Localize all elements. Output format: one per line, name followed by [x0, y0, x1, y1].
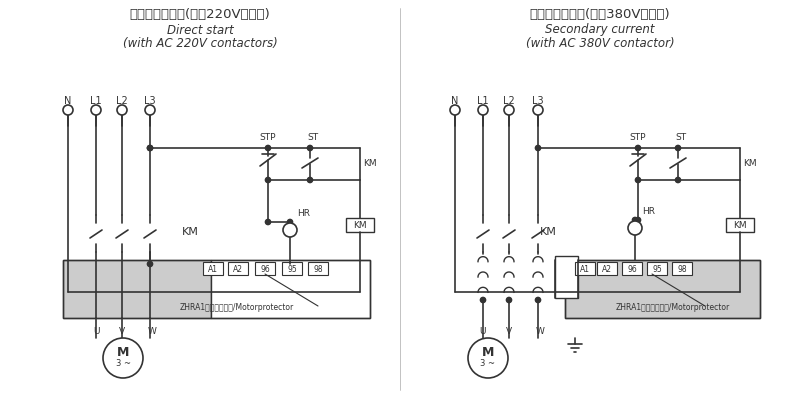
Bar — [672, 262, 692, 275]
Text: HR: HR — [298, 209, 310, 219]
Bar — [282, 262, 302, 275]
Text: L1: L1 — [477, 96, 489, 106]
Circle shape — [145, 105, 155, 115]
Bar — [63, 260, 370, 318]
Circle shape — [635, 217, 641, 222]
Text: V: V — [119, 326, 125, 336]
Bar — [211, 260, 370, 318]
Text: A1: A1 — [208, 265, 218, 273]
Bar — [228, 262, 248, 275]
Text: STP: STP — [630, 133, 646, 142]
Text: W: W — [147, 326, 157, 336]
Text: N: N — [64, 96, 72, 106]
Circle shape — [307, 146, 313, 150]
Text: L3: L3 — [532, 96, 544, 106]
Bar — [203, 262, 223, 275]
Circle shape — [628, 221, 642, 235]
Circle shape — [468, 338, 508, 378]
Text: 96: 96 — [627, 265, 637, 273]
Circle shape — [283, 223, 297, 237]
Circle shape — [635, 146, 641, 150]
Text: ST: ST — [675, 133, 686, 142]
Bar — [555, 256, 578, 298]
Text: KM: KM — [363, 160, 377, 168]
Circle shape — [147, 261, 153, 267]
Text: KM: KM — [743, 160, 757, 168]
Text: N: N — [451, 96, 458, 106]
Bar — [63, 260, 211, 318]
Circle shape — [675, 178, 681, 183]
Text: (with AC 380V contactor): (with AC 380V contactor) — [526, 37, 674, 51]
Circle shape — [287, 220, 293, 224]
Text: KM: KM — [539, 227, 557, 237]
Text: 98: 98 — [677, 265, 687, 273]
Text: KM: KM — [733, 220, 747, 230]
Circle shape — [506, 297, 511, 302]
Bar — [346, 218, 374, 232]
Text: V: V — [506, 326, 512, 336]
Bar — [565, 260, 760, 318]
Circle shape — [635, 178, 641, 183]
Circle shape — [535, 146, 541, 150]
Text: U: U — [480, 326, 486, 336]
Bar — [622, 262, 642, 275]
Text: L1: L1 — [90, 96, 102, 106]
Circle shape — [147, 146, 153, 150]
Text: U: U — [93, 326, 99, 336]
Text: ZHRA1电动机保护器/Motorprotector: ZHRA1电动机保护器/Motorprotector — [179, 304, 294, 312]
Circle shape — [63, 105, 73, 115]
Bar — [726, 218, 754, 232]
Bar — [597, 262, 617, 275]
Circle shape — [533, 105, 543, 115]
Text: 96: 96 — [260, 265, 270, 273]
Text: KM: KM — [353, 220, 367, 230]
Bar — [647, 262, 667, 275]
Text: M: M — [482, 347, 494, 359]
Text: ZHRA1电动机保护器/Motorprotector: ZHRA1电动机保护器/Motorprotector — [615, 304, 730, 312]
Circle shape — [504, 105, 514, 115]
Text: 95: 95 — [287, 265, 297, 273]
Bar — [308, 262, 328, 275]
Circle shape — [117, 105, 127, 115]
Circle shape — [633, 217, 638, 222]
Text: L2: L2 — [503, 96, 515, 106]
Circle shape — [535, 297, 541, 302]
Circle shape — [91, 105, 101, 115]
Circle shape — [481, 297, 486, 302]
Text: KM: KM — [182, 227, 198, 237]
Circle shape — [266, 220, 270, 224]
Text: Secondary current: Secondary current — [546, 23, 654, 37]
Circle shape — [478, 105, 488, 115]
Text: (with AC 220V contactors): (with AC 220V contactors) — [122, 37, 278, 51]
Text: A1: A1 — [580, 265, 590, 273]
Circle shape — [266, 178, 270, 183]
Text: 3 ~: 3 ~ — [115, 359, 130, 367]
Circle shape — [103, 338, 143, 378]
Text: M: M — [117, 347, 129, 359]
Text: 98: 98 — [313, 265, 323, 273]
Text: Direct start: Direct start — [166, 23, 234, 37]
Text: A2: A2 — [233, 265, 243, 273]
Bar — [255, 262, 275, 275]
Circle shape — [266, 146, 270, 150]
Text: L2: L2 — [116, 96, 128, 106]
Text: STP: STP — [260, 133, 276, 142]
Text: A2: A2 — [602, 265, 612, 273]
Text: W: W — [535, 326, 545, 336]
Bar — [575, 262, 595, 275]
Circle shape — [675, 146, 681, 150]
Text: 95: 95 — [652, 265, 662, 273]
Circle shape — [450, 105, 460, 115]
Text: L3: L3 — [144, 96, 156, 106]
Circle shape — [147, 146, 153, 150]
Text: 二次电流接线图(配合380V接触器): 二次电流接线图(配合380V接触器) — [530, 8, 670, 21]
Circle shape — [307, 178, 313, 183]
Text: ST: ST — [307, 133, 318, 142]
Text: 3 ~: 3 ~ — [481, 359, 495, 367]
Text: 直接启动接线图(配合220V接触器): 直接启动接线图(配合220V接触器) — [130, 8, 270, 21]
Bar — [565, 260, 760, 318]
Text: HR: HR — [642, 207, 655, 217]
